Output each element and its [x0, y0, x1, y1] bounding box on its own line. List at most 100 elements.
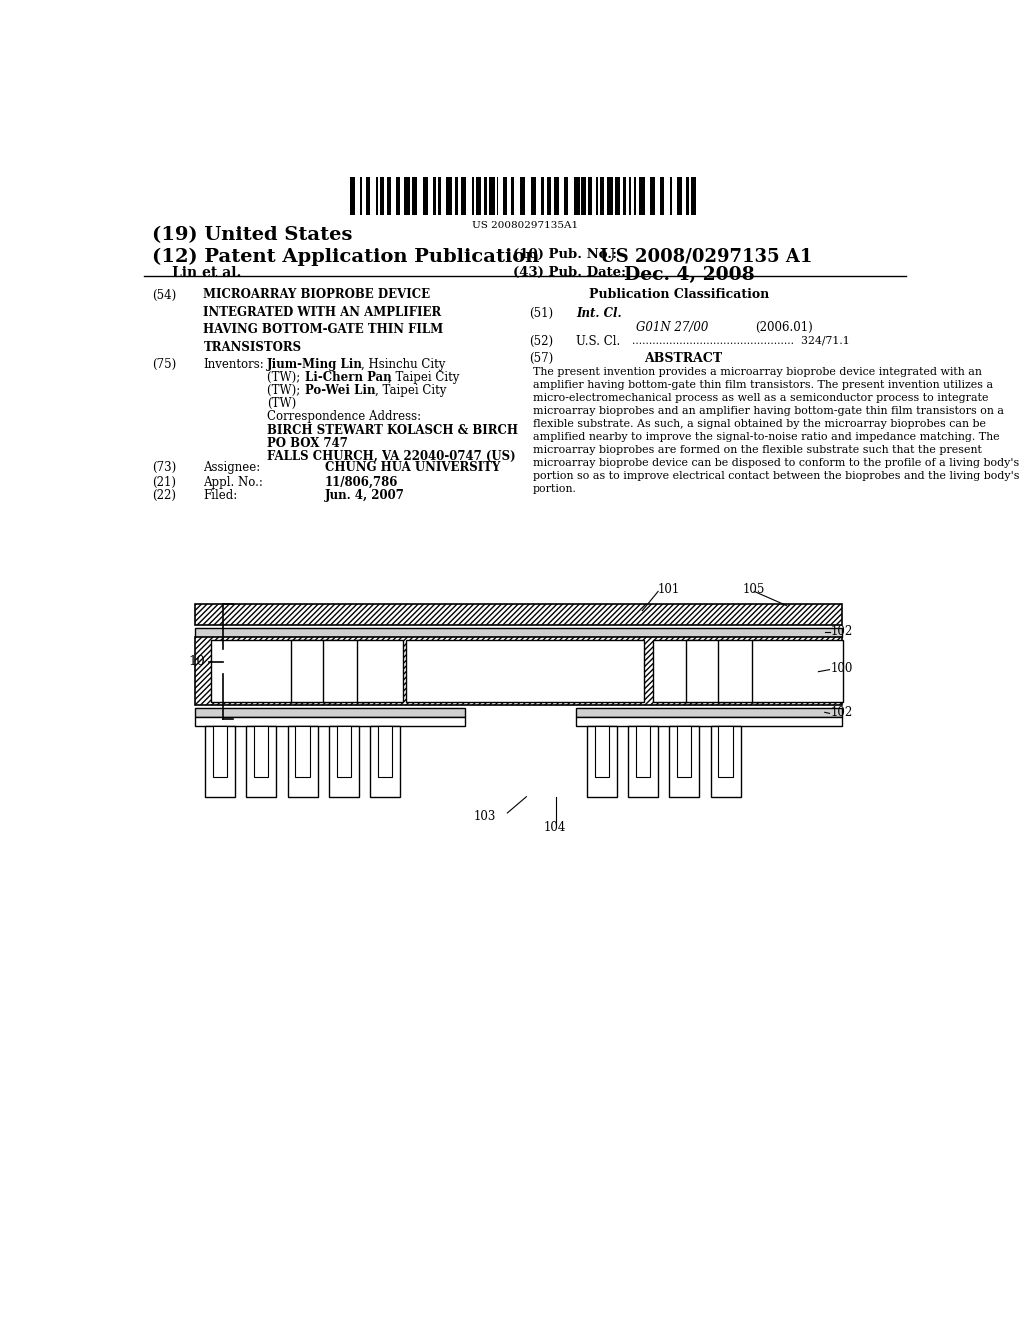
- Text: MICROARRAY BIOPROBE DEVICE
INTEGRATED WITH AN AMPLIFIER
HAVING BOTTOM-GATE THIN : MICROARRAY BIOPROBE DEVICE INTEGRATED WI…: [204, 289, 443, 354]
- Bar: [406, 640, 644, 702]
- Bar: [395, 177, 400, 215]
- Text: Filed:: Filed:: [204, 488, 238, 502]
- Text: Int. Cl.: Int. Cl.: [577, 306, 622, 319]
- Bar: [475, 177, 481, 215]
- Text: Inventors:: Inventors:: [204, 358, 264, 371]
- Text: PO BOX 747: PO BOX 747: [267, 437, 348, 450]
- Bar: [574, 177, 580, 215]
- Bar: [291, 640, 337, 702]
- Bar: [660, 177, 665, 215]
- Text: Assignee:: Assignee:: [204, 461, 261, 474]
- Bar: [423, 177, 428, 215]
- Bar: [211, 640, 314, 702]
- Text: Correspondence Address:: Correspondence Address:: [267, 411, 421, 424]
- Bar: [376, 177, 378, 215]
- Text: Po-Wei Lin: Po-Wei Lin: [305, 384, 376, 397]
- Bar: [520, 177, 525, 215]
- Text: (TW);: (TW);: [267, 371, 304, 384]
- Bar: [719, 726, 733, 776]
- Bar: [686, 177, 689, 215]
- Bar: [432, 177, 435, 215]
- Bar: [412, 177, 417, 215]
- Text: G01N 27/00: G01N 27/00: [636, 321, 709, 334]
- Text: Dec. 4, 2008: Dec. 4, 2008: [624, 267, 755, 284]
- Bar: [624, 177, 627, 215]
- Text: (51): (51): [528, 306, 553, 319]
- Bar: [677, 726, 691, 776]
- Text: 11/806,786: 11/806,786: [325, 475, 398, 488]
- Bar: [607, 177, 612, 215]
- Text: 104: 104: [544, 821, 566, 834]
- Bar: [360, 177, 361, 215]
- Bar: [461, 177, 466, 215]
- Bar: [196, 709, 465, 718]
- Text: (19) United States: (19) United States: [152, 227, 352, 244]
- Bar: [380, 177, 384, 215]
- Bar: [503, 177, 507, 215]
- Bar: [686, 640, 732, 702]
- Bar: [324, 640, 370, 702]
- Text: 103: 103: [473, 809, 496, 822]
- Text: ABSTRACT: ABSTRACT: [644, 351, 723, 364]
- Bar: [587, 726, 616, 797]
- Bar: [446, 177, 452, 215]
- Bar: [711, 726, 740, 797]
- Text: 101: 101: [658, 583, 680, 595]
- Text: 100: 100: [830, 663, 853, 675]
- Bar: [719, 640, 765, 702]
- Bar: [653, 640, 699, 702]
- Bar: [600, 177, 604, 215]
- Bar: [196, 603, 843, 624]
- Bar: [367, 177, 371, 215]
- Bar: [387, 177, 391, 215]
- Bar: [677, 177, 682, 215]
- Bar: [484, 177, 487, 215]
- Bar: [196, 638, 843, 705]
- Text: Jun. 4, 2007: Jun. 4, 2007: [325, 488, 404, 502]
- Bar: [288, 726, 317, 797]
- Text: (10) Pub. No.:: (10) Pub. No.:: [513, 248, 616, 261]
- Bar: [511, 177, 514, 215]
- Text: (TW);: (TW);: [267, 384, 304, 397]
- Bar: [582, 177, 586, 215]
- Bar: [564, 177, 568, 215]
- Bar: [547, 177, 551, 215]
- Text: BIRCH STEWART KOLASCH & BIRCH: BIRCH STEWART KOLASCH & BIRCH: [267, 424, 518, 437]
- Bar: [196, 628, 843, 638]
- Bar: [691, 177, 696, 215]
- Bar: [634, 177, 636, 215]
- Bar: [455, 177, 458, 215]
- Text: (54): (54): [152, 289, 176, 301]
- Bar: [650, 177, 654, 215]
- Text: (22): (22): [152, 488, 176, 502]
- Text: Publication Classification: Publication Classification: [590, 289, 770, 301]
- Bar: [404, 177, 410, 215]
- Text: (57): (57): [528, 351, 553, 364]
- Bar: [630, 177, 631, 215]
- Bar: [577, 709, 842, 718]
- Bar: [639, 177, 645, 215]
- Bar: [489, 177, 495, 215]
- Bar: [254, 726, 268, 776]
- Bar: [636, 726, 650, 776]
- Bar: [196, 718, 465, 726]
- Text: (TW): (TW): [267, 397, 296, 411]
- Text: , Taipei City: , Taipei City: [375, 384, 446, 397]
- Text: Jium-Ming Lin: Jium-Ming Lin: [267, 358, 362, 371]
- Bar: [472, 177, 474, 215]
- Bar: [497, 177, 499, 215]
- Bar: [370, 726, 400, 797]
- Text: 102: 102: [830, 706, 853, 719]
- Text: (75): (75): [152, 358, 176, 371]
- Bar: [554, 177, 559, 215]
- Text: U.S. Cl.: U.S. Cl.: [577, 335, 621, 348]
- Bar: [437, 177, 440, 215]
- Bar: [296, 726, 309, 776]
- Bar: [378, 726, 392, 776]
- Bar: [628, 726, 658, 797]
- Text: Lin et al.: Lin et al.: [172, 267, 241, 280]
- Text: FALLS CHURCH, VA 22040-0747 (US): FALLS CHURCH, VA 22040-0747 (US): [267, 450, 515, 463]
- Text: US 2008/0297135 A1: US 2008/0297135 A1: [600, 248, 813, 265]
- Text: (73): (73): [152, 461, 176, 474]
- Text: (21): (21): [152, 475, 176, 488]
